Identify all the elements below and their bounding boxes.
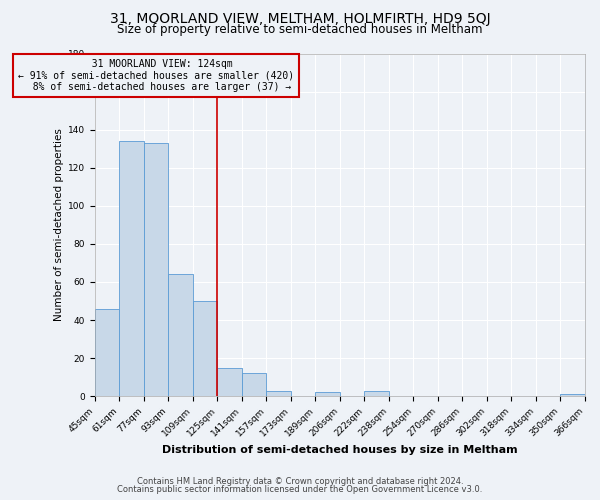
Bar (266, 390, 291, 396)
Text: 31, MOORLAND VIEW, MELTHAM, HOLMFIRTH, HD9 5QJ: 31, MOORLAND VIEW, MELTHAM, HOLMFIRTH, H… (110, 12, 490, 26)
Text: Size of property relative to semi-detached houses in Meltham: Size of property relative to semi-detach… (117, 22, 483, 36)
Bar (144, 143, 169, 396)
Bar (364, 390, 389, 396)
Text: Contains HM Land Registry data © Crown copyright and database right 2024.: Contains HM Land Registry data © Crown c… (137, 477, 463, 486)
Bar (316, 392, 340, 396)
Y-axis label: Number of semi-detached properties: Number of semi-detached properties (54, 128, 64, 322)
Bar (119, 141, 144, 396)
Bar (560, 394, 585, 396)
Bar (242, 374, 266, 396)
Bar (217, 368, 242, 396)
X-axis label: Distribution of semi-detached houses by size in Meltham: Distribution of semi-detached houses by … (162, 445, 518, 455)
Text: Contains public sector information licensed under the Open Government Licence v3: Contains public sector information licen… (118, 484, 482, 494)
Text: 31 MOORLAND VIEW: 124sqm
← 91% of semi-detached houses are smaller (420)
  8% of: 31 MOORLAND VIEW: 124sqm ← 91% of semi-d… (18, 59, 294, 92)
Bar (95, 308, 119, 396)
Bar (169, 274, 193, 396)
Bar (193, 301, 217, 396)
